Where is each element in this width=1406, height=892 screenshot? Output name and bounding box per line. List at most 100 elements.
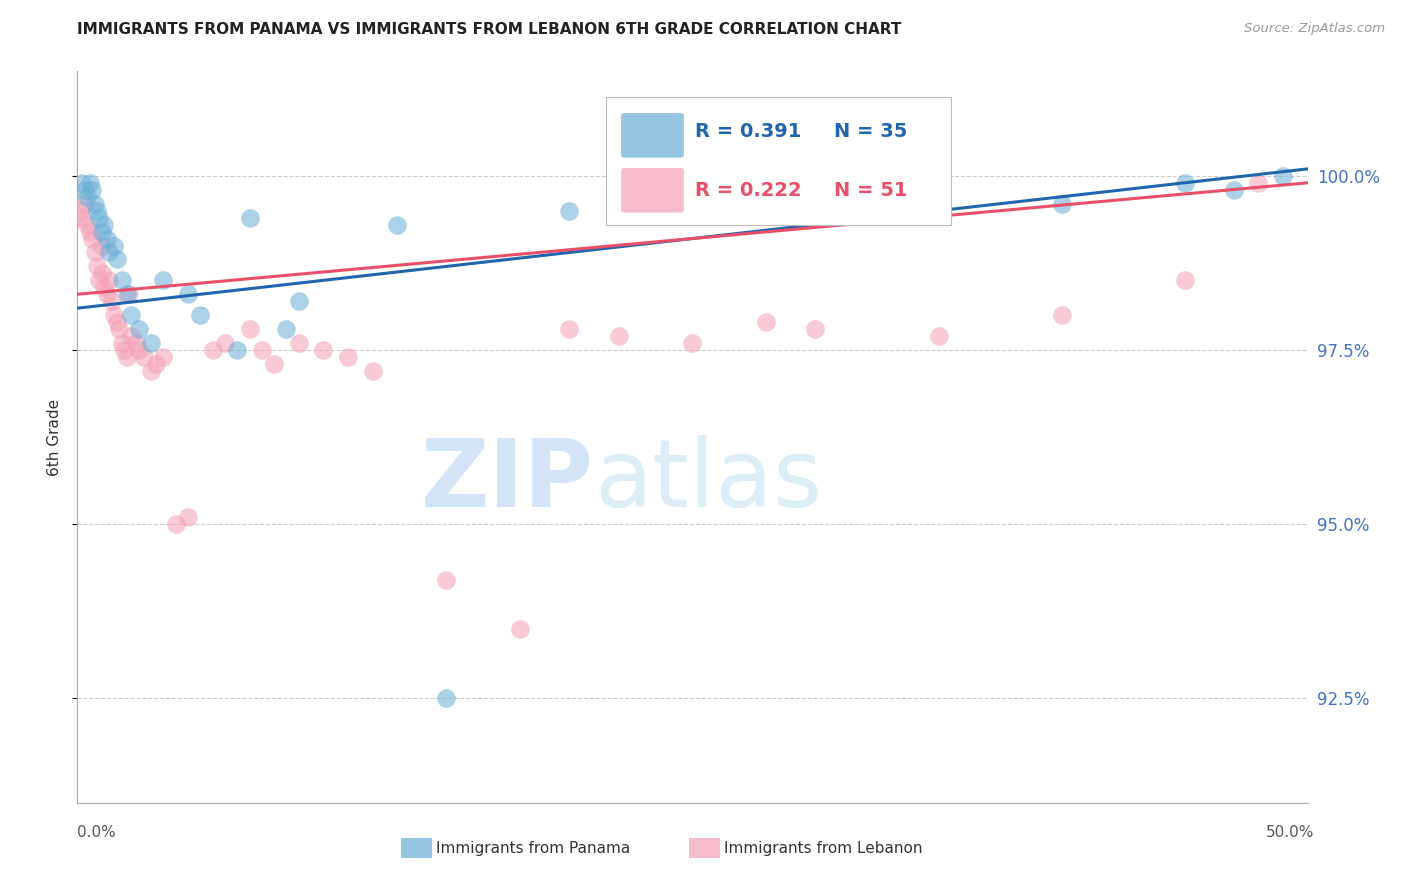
Point <box>263 357 285 371</box>
Point <box>93 218 115 232</box>
Text: Immigrants from Lebanon: Immigrants from Lebanon <box>724 841 922 855</box>
Point <box>115 287 138 301</box>
Point <box>152 350 174 364</box>
Text: atlas: atlas <box>595 435 823 527</box>
Point <box>276 322 298 336</box>
FancyBboxPatch shape <box>621 168 683 212</box>
Point <box>73 196 96 211</box>
Point <box>128 322 150 336</box>
Point <box>250 343 273 357</box>
Point <box>141 336 163 351</box>
Point <box>90 238 114 252</box>
FancyBboxPatch shape <box>621 113 683 158</box>
Text: 50.0%: 50.0% <box>1267 825 1315 840</box>
Point <box>436 573 458 587</box>
Text: R = 0.391: R = 0.391 <box>695 122 801 141</box>
Point <box>96 231 118 245</box>
Point <box>128 343 150 357</box>
Point <box>177 287 200 301</box>
Point <box>93 280 115 294</box>
Point <box>83 196 105 211</box>
FancyBboxPatch shape <box>606 97 950 225</box>
Point <box>86 203 108 218</box>
Point <box>1247 176 1270 190</box>
Point <box>76 190 98 204</box>
Point <box>1272 169 1295 183</box>
Point <box>177 510 200 524</box>
Point <box>558 203 581 218</box>
Point <box>111 336 134 351</box>
Point <box>928 329 950 343</box>
Point <box>239 322 262 336</box>
Point <box>98 245 121 260</box>
Point <box>89 273 111 287</box>
Text: Source: ZipAtlas.com: Source: ZipAtlas.com <box>1244 22 1385 36</box>
Point <box>804 322 827 336</box>
Point <box>101 294 124 309</box>
Point <box>90 266 114 280</box>
Point <box>69 203 91 218</box>
Point <box>79 176 101 190</box>
Point <box>436 691 458 706</box>
Text: N = 51: N = 51 <box>834 181 907 200</box>
Point <box>108 322 131 336</box>
Point <box>79 225 101 239</box>
Point <box>112 343 135 357</box>
Point <box>214 336 236 351</box>
Point <box>1050 196 1073 211</box>
Point <box>1223 183 1246 197</box>
Point <box>145 357 167 371</box>
Text: R = 0.222: R = 0.222 <box>695 181 801 200</box>
Point <box>152 273 174 287</box>
Point <box>73 183 96 197</box>
Point <box>387 218 409 232</box>
Point <box>76 218 98 232</box>
Point <box>125 336 148 351</box>
Point <box>115 350 138 364</box>
Point <box>201 343 224 357</box>
Point <box>558 322 581 336</box>
Point <box>96 287 118 301</box>
Text: ZIP: ZIP <box>422 435 595 527</box>
Point <box>288 336 311 351</box>
Point <box>89 211 111 225</box>
Point <box>165 517 187 532</box>
Text: IMMIGRANTS FROM PANAMA VS IMMIGRANTS FROM LEBANON 6TH GRADE CORRELATION CHART: IMMIGRANTS FROM PANAMA VS IMMIGRANTS FRO… <box>77 22 901 37</box>
Point <box>1174 273 1197 287</box>
Point <box>804 190 827 204</box>
Point <box>111 273 134 287</box>
Point <box>121 308 143 322</box>
Point <box>121 329 143 343</box>
Point <box>1174 176 1197 190</box>
Point <box>239 211 262 225</box>
Point <box>312 343 335 357</box>
Point <box>509 622 531 636</box>
Point <box>98 273 121 287</box>
Point <box>103 238 125 252</box>
Point <box>607 329 630 343</box>
Point <box>141 364 163 378</box>
Point <box>226 343 249 357</box>
Point <box>70 176 93 190</box>
Point <box>118 287 141 301</box>
Text: 0.0%: 0.0% <box>77 825 117 840</box>
Text: N = 35: N = 35 <box>834 122 907 141</box>
Point <box>86 260 108 274</box>
Point <box>83 245 105 260</box>
Y-axis label: 6th Grade: 6th Grade <box>46 399 62 475</box>
Point <box>103 308 125 322</box>
Point <box>361 364 384 378</box>
Point <box>82 183 104 197</box>
Point <box>132 350 155 364</box>
Point <box>70 211 93 225</box>
Point <box>1050 308 1073 322</box>
Point <box>928 183 950 197</box>
Point <box>288 294 311 309</box>
Point <box>105 315 128 329</box>
Point <box>90 225 114 239</box>
Point <box>190 308 212 322</box>
Point <box>682 336 704 351</box>
Point <box>82 231 104 245</box>
Text: Immigrants from Panama: Immigrants from Panama <box>436 841 630 855</box>
Point <box>755 315 778 329</box>
